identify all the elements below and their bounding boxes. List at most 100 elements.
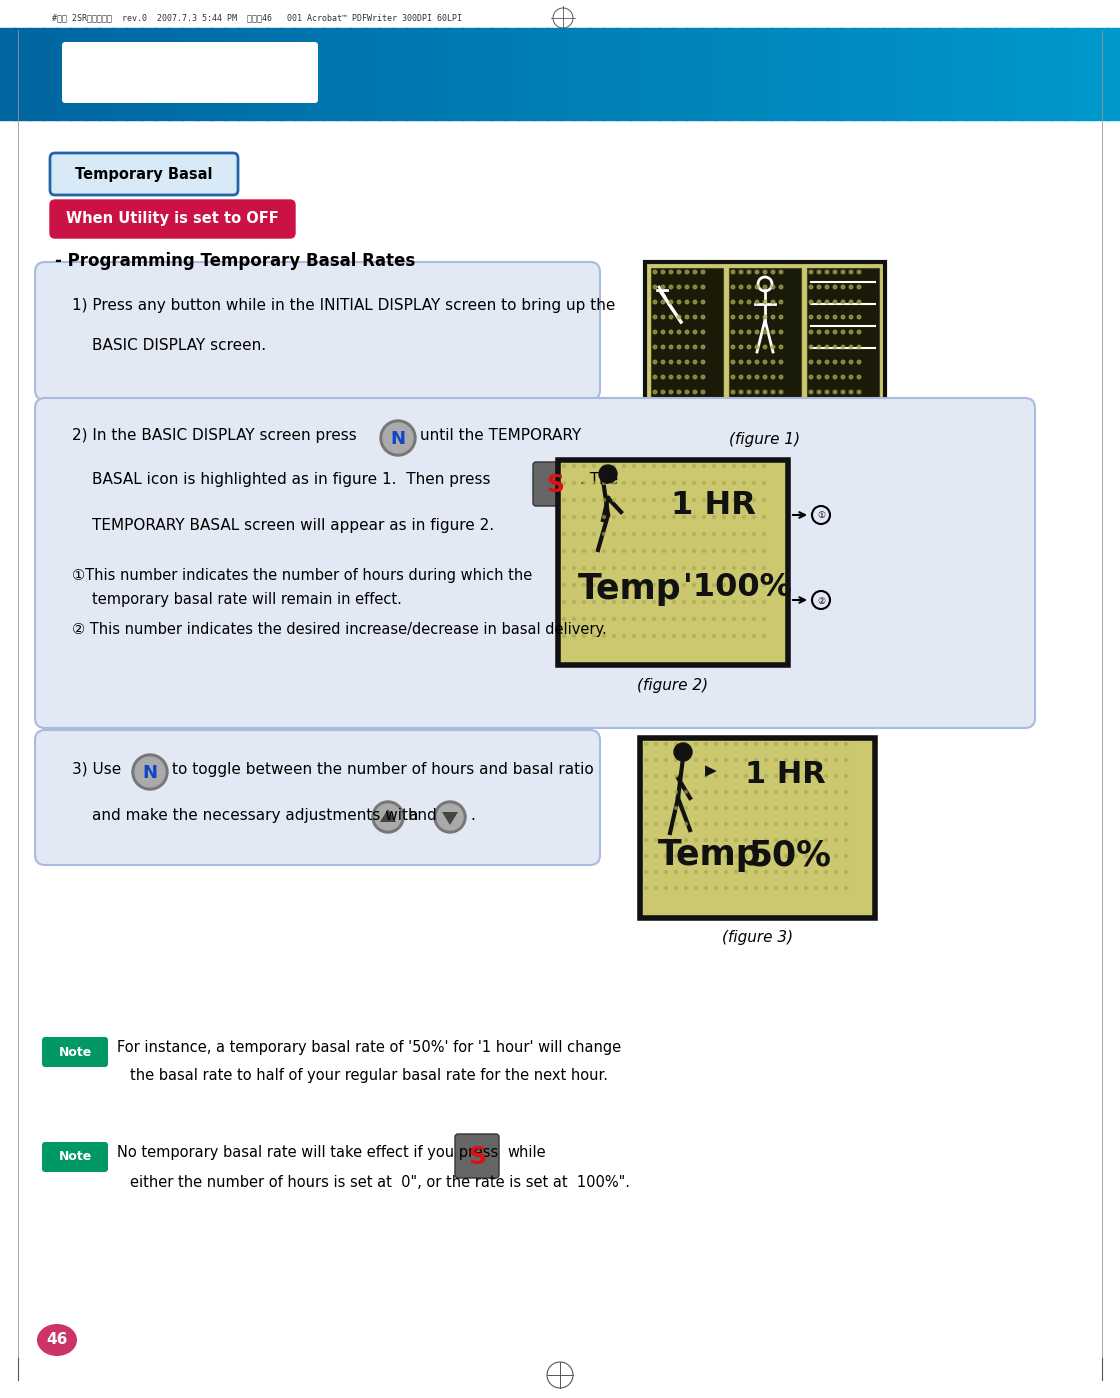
Circle shape	[613, 601, 616, 604]
Circle shape	[670, 330, 673, 334]
Circle shape	[678, 330, 681, 334]
Circle shape	[582, 618, 586, 621]
Circle shape	[849, 315, 852, 319]
Circle shape	[663, 583, 665, 587]
Circle shape	[814, 774, 818, 777]
Circle shape	[849, 345, 852, 348]
Bar	[644, 28, 660, 120]
Circle shape	[582, 481, 586, 485]
Bar	[685, 28, 702, 120]
Bar	[532, 28, 548, 120]
Circle shape	[818, 375, 821, 379]
Circle shape	[834, 839, 838, 842]
Bar	[1051, 28, 1066, 120]
Circle shape	[684, 790, 688, 794]
Circle shape	[678, 270, 681, 274]
Circle shape	[692, 549, 696, 552]
Circle shape	[722, 601, 726, 604]
Text: (figure 2): (figure 2)	[637, 678, 709, 693]
Circle shape	[824, 742, 828, 745]
Circle shape	[582, 533, 586, 535]
Circle shape	[715, 790, 718, 794]
Circle shape	[833, 270, 837, 274]
Circle shape	[684, 886, 688, 889]
Circle shape	[739, 301, 743, 303]
Circle shape	[613, 516, 616, 519]
Circle shape	[772, 390, 775, 394]
Circle shape	[701, 345, 704, 348]
Circle shape	[661, 315, 665, 319]
Circle shape	[704, 886, 708, 889]
Circle shape	[857, 285, 861, 289]
Circle shape	[747, 315, 750, 319]
Circle shape	[684, 871, 688, 874]
Text: Temporary Basal: Temporary Basal	[75, 166, 213, 182]
Circle shape	[857, 301, 861, 303]
Circle shape	[765, 871, 767, 874]
Text: When Utility is set to OFF: When Utility is set to OFF	[66, 211, 279, 226]
Circle shape	[755, 330, 759, 334]
Circle shape	[755, 790, 757, 794]
Circle shape	[804, 871, 808, 874]
Circle shape	[582, 464, 586, 467]
Circle shape	[692, 583, 696, 587]
Circle shape	[775, 886, 777, 889]
Circle shape	[582, 566, 586, 569]
Circle shape	[653, 390, 656, 394]
Circle shape	[725, 822, 728, 825]
Circle shape	[763, 330, 767, 334]
Circle shape	[672, 601, 675, 604]
Circle shape	[739, 375, 743, 379]
Circle shape	[678, 285, 681, 289]
Circle shape	[735, 774, 737, 777]
Circle shape	[739, 285, 743, 289]
Circle shape	[735, 822, 737, 825]
Circle shape	[745, 871, 747, 874]
Circle shape	[747, 270, 750, 274]
Text: and make the necessary adjustments with: and make the necessary adjustments with	[92, 808, 418, 823]
Bar	[1077, 28, 1094, 120]
Circle shape	[623, 516, 625, 519]
Circle shape	[603, 464, 606, 467]
Circle shape	[725, 854, 728, 857]
Circle shape	[674, 742, 692, 761]
Circle shape	[772, 375, 775, 379]
Text: .: .	[470, 808, 475, 823]
Circle shape	[702, 601, 706, 604]
Circle shape	[780, 285, 783, 289]
Circle shape	[735, 871, 737, 874]
Bar	[1064, 28, 1080, 120]
Bar	[211, 28, 226, 120]
Circle shape	[794, 742, 797, 745]
Circle shape	[731, 330, 735, 334]
Circle shape	[765, 886, 767, 889]
Circle shape	[712, 635, 716, 637]
Bar	[547, 28, 562, 120]
Circle shape	[653, 516, 655, 519]
Circle shape	[674, 807, 678, 809]
Circle shape	[763, 361, 767, 363]
Circle shape	[725, 742, 728, 745]
Circle shape	[712, 464, 716, 467]
Circle shape	[653, 361, 656, 363]
Circle shape	[661, 390, 665, 394]
Circle shape	[582, 601, 586, 604]
Text: and: and	[408, 808, 437, 823]
Circle shape	[765, 807, 767, 809]
Circle shape	[763, 601, 765, 604]
Circle shape	[732, 635, 736, 637]
Circle shape	[685, 345, 689, 348]
Circle shape	[653, 345, 656, 348]
Bar	[573, 28, 590, 120]
Text: ①This number indicates the number of hours during which the: ①This number indicates the number of hou…	[72, 568, 532, 583]
Circle shape	[784, 871, 787, 874]
Circle shape	[633, 533, 635, 535]
Text: (figure 3): (figure 3)	[722, 930, 793, 945]
Circle shape	[664, 790, 668, 794]
Circle shape	[672, 618, 675, 621]
Circle shape	[715, 774, 718, 777]
Circle shape	[849, 361, 852, 363]
Circle shape	[704, 871, 708, 874]
Circle shape	[824, 854, 828, 857]
Circle shape	[857, 315, 861, 319]
